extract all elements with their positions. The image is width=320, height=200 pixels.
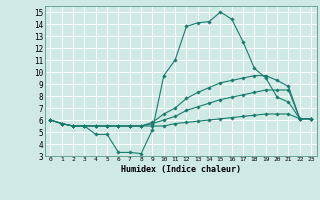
X-axis label: Humidex (Indice chaleur): Humidex (Indice chaleur) bbox=[121, 165, 241, 174]
